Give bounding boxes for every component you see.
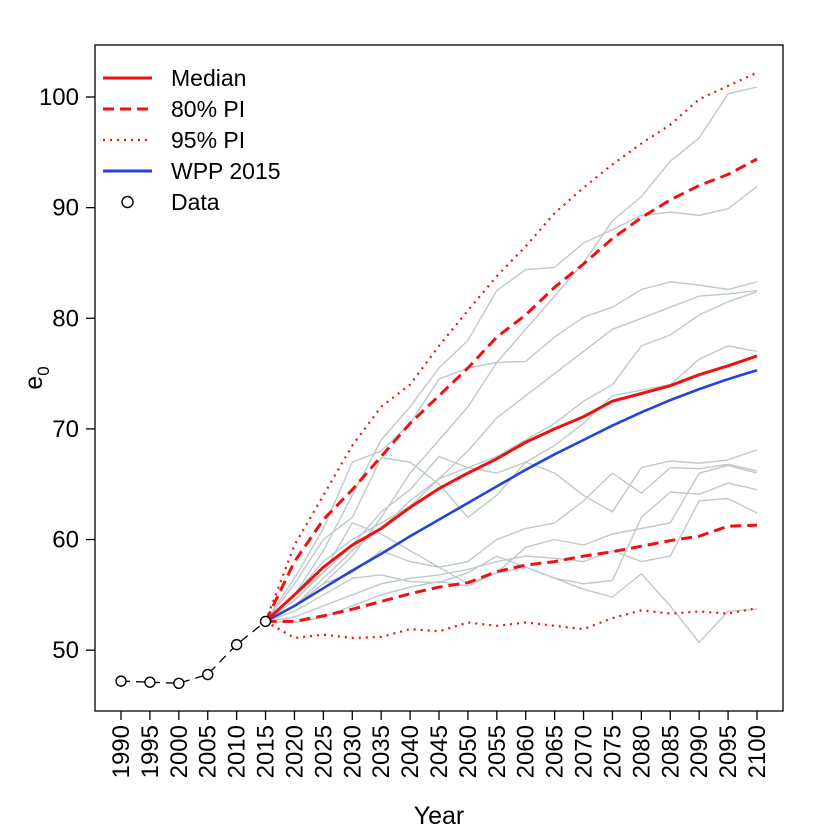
x-tick-label: 2090	[686, 725, 713, 778]
trajectory-line	[265, 497, 758, 623]
pi95-lower-line	[265, 607, 758, 640]
x-tick-label: 2085	[657, 725, 684, 778]
x-tick-label: 2040	[397, 725, 424, 778]
x-axis-label: Year	[414, 802, 465, 830]
wpp2015-line	[264, 369, 758, 623]
x-tick-label: 2050	[455, 725, 482, 778]
x-tick-label: 2000	[166, 725, 193, 778]
y-axis-label-main: e	[20, 376, 48, 390]
data-point	[202, 668, 214, 681]
pi80-upper-line	[264, 157, 758, 623]
x-tick-label: 2015	[253, 725, 280, 778]
y-tick-label: 60	[52, 527, 79, 554]
trajectory-line	[265, 566, 758, 644]
trajectory-line	[265, 345, 758, 622]
legend-label-95-pi: 95% PI	[171, 127, 245, 153]
trajectory-line	[265, 464, 758, 623]
x-tick-label: 2030	[339, 725, 366, 778]
x-tick-label: 2065	[542, 725, 569, 778]
trajectory-line	[265, 86, 758, 623]
legend-marker-data	[121, 195, 134, 209]
x-tick-label: 1995	[137, 725, 164, 778]
data-point	[144, 676, 156, 688]
median-line	[264, 354, 758, 623]
y-tick-label: 80	[52, 305, 79, 332]
x-tick-label: 2070	[571, 725, 598, 778]
x-tick-label: 2005	[195, 725, 222, 778]
x-tick-label: 2060	[513, 725, 540, 778]
x-tick-label: 2075	[599, 725, 626, 778]
x-tick-label: 2025	[310, 725, 337, 778]
x-tick-label: 2010	[224, 725, 251, 778]
legend-label-median: Median	[171, 65, 246, 91]
x-tick-label: 2020	[281, 725, 308, 778]
data-point	[230, 638, 243, 651]
x-tick-label: 2055	[484, 725, 511, 778]
trajectory-line	[265, 482, 758, 623]
data-point	[115, 675, 127, 687]
trajectory-line	[265, 281, 758, 622]
trajectory-line	[265, 289, 758, 622]
y-tick-label: 90	[52, 195, 79, 222]
x-tick-label: 2035	[368, 725, 395, 778]
trajectory-line	[265, 186, 758, 622]
x-tick-label: 2045	[426, 725, 453, 778]
trajectory-line	[265, 449, 758, 622]
trajectory-line	[265, 291, 758, 623]
legend-label-wpp-2015: WPP 2015	[171, 158, 281, 184]
data-point	[259, 615, 272, 628]
x-tick-label: 2100	[744, 725, 771, 778]
x-tick-label: 2080	[628, 725, 655, 778]
pi80-lower-line	[265, 523, 758, 623]
y-axis-label-subscript: 0	[34, 366, 53, 375]
legend-label-data: Data	[171, 189, 220, 215]
x-tick-label: 2095	[715, 725, 742, 778]
pi95-upper-line	[264, 71, 758, 622]
y-tick-label: 50	[52, 637, 79, 664]
data-connector-line	[120, 620, 267, 684]
trajectory-line	[265, 463, 758, 622]
legend-label-80-pi: 80% PI	[171, 96, 245, 122]
y-tick-label: 70	[52, 416, 79, 443]
data-point	[173, 677, 185, 690]
y-axis-label: e0	[20, 366, 53, 389]
x-tick-label: 1990	[108, 725, 135, 778]
y-tick-label: 100	[39, 84, 79, 111]
